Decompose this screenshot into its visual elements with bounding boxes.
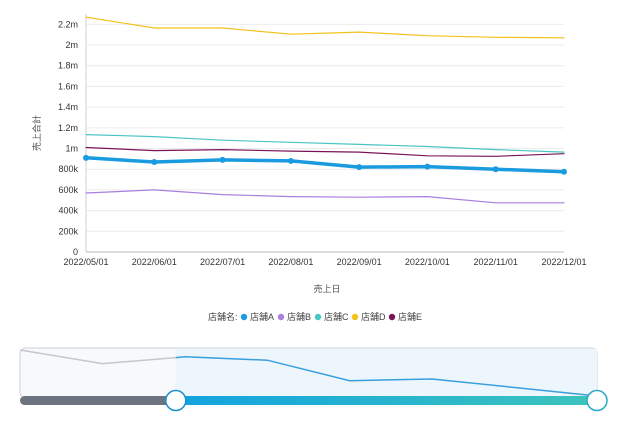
data-point[interactable] <box>492 166 499 173</box>
series-5 <box>85 146 565 157</box>
range-track-outside <box>20 396 176 405</box>
x-tick-label: 2022/07/01 <box>200 257 245 267</box>
y-tick-label: 400k <box>58 206 78 216</box>
x-tick-label: 2022/10/01 <box>405 257 450 267</box>
series-1 <box>83 154 567 175</box>
data-point[interactable] <box>356 164 363 171</box>
series-3 <box>85 134 565 153</box>
legend-marker[interactable] <box>388 313 396 321</box>
series-line[interactable] <box>85 16 565 39</box>
legend-marker[interactable] <box>314 313 322 321</box>
series-line[interactable] <box>85 189 565 204</box>
series-line[interactable] <box>85 134 565 153</box>
data-point[interactable] <box>151 158 158 165</box>
x-tick-label: 2022/08/01 <box>268 257 313 267</box>
data-point[interactable] <box>287 157 294 164</box>
series-line[interactable] <box>84 156 566 174</box>
y-tick-label: 1.8m <box>58 61 78 71</box>
data-point[interactable] <box>561 168 567 175</box>
legend-label[interactable]: 店舗A <box>250 311 274 322</box>
y-tick-label: 1.2m <box>58 123 78 133</box>
y-tick-label: 0 <box>73 247 78 257</box>
legend-marker[interactable] <box>277 313 285 321</box>
legend-marker[interactable] <box>240 313 248 321</box>
y-tick-label: 200k <box>58 226 78 236</box>
x-axis-title: 売上日 <box>313 283 340 294</box>
y-tick-label: 1m <box>65 144 78 154</box>
overview-line-outside <box>19 349 176 365</box>
legend-label[interactable]: 店舗E <box>398 311 422 322</box>
y-tick-label: 2m <box>65 40 78 50</box>
legend-marker[interactable] <box>351 313 359 321</box>
range-track-selected <box>175 396 598 405</box>
range-handle-end[interactable] <box>586 389 608 412</box>
x-tick-label: 2022/11/01 <box>474 257 518 267</box>
legend-label[interactable]: 店舗C <box>324 311 349 322</box>
x-tick-label: 2022/06/01 <box>132 257 177 267</box>
range-handle-start[interactable] <box>165 389 187 412</box>
y-tick-label: 2.2m <box>58 19 78 29</box>
x-tick-label: 2022/09/01 <box>337 257 382 267</box>
y-tick-label: 1.6m <box>58 81 78 91</box>
data-point[interactable] <box>219 156 226 163</box>
series-2 <box>85 189 565 204</box>
y-tick-label: 600k <box>58 185 78 195</box>
legend-label[interactable]: 店舗D <box>361 311 386 322</box>
overview-line-selected <box>175 356 598 397</box>
y-axis-title: 売上合計 <box>31 115 42 151</box>
series-4 <box>85 16 565 39</box>
x-tick-label: 2022/05/01 <box>63 257 108 267</box>
y-tick-label: 1.4m <box>58 102 78 112</box>
legend-title: 店舗名: <box>208 311 238 322</box>
y-tick-label: 800k <box>58 164 78 174</box>
data-point[interactable] <box>424 163 431 170</box>
series-line[interactable] <box>85 146 565 157</box>
x-tick-label: 2022/12/01 <box>541 257 586 267</box>
data-point[interactable] <box>83 154 89 161</box>
legend-label[interactable]: 店舗B <box>287 311 311 322</box>
